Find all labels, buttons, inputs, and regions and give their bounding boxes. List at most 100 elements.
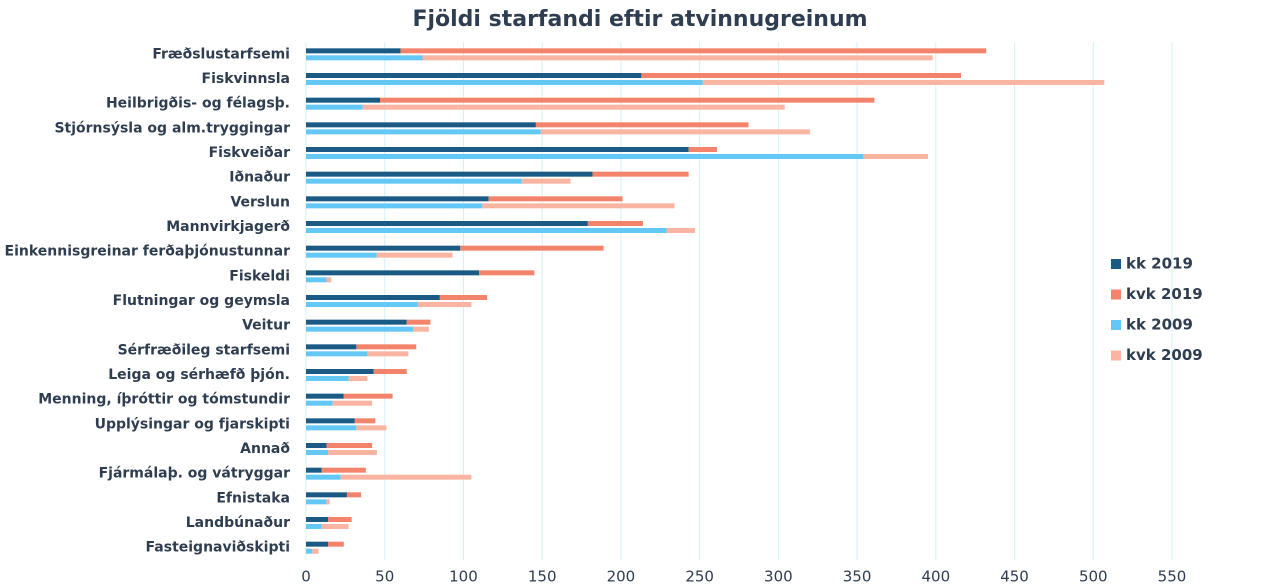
bar bbox=[422, 55, 933, 61]
bar bbox=[326, 499, 330, 505]
bar bbox=[306, 252, 377, 258]
bar bbox=[306, 524, 322, 529]
bar bbox=[306, 351, 368, 357]
bar bbox=[688, 147, 717, 152]
y-tick-label: Landbúnaður bbox=[186, 515, 290, 531]
x-tick-label: 200 bbox=[607, 568, 636, 585]
bar bbox=[306, 499, 327, 505]
y-tick-label: Fiskveiðar bbox=[209, 145, 290, 161]
bar bbox=[306, 196, 489, 202]
bar bbox=[306, 450, 329, 455]
y-tick-label: Stjórnsýsla og alm.tryggingar bbox=[54, 120, 290, 136]
y-tick-label: Menning, íþróttir og tómstundir bbox=[38, 392, 290, 408]
bar bbox=[641, 73, 962, 78]
bar bbox=[328, 517, 352, 522]
y-tick-label: Sérfræðileg starfsemi bbox=[118, 342, 290, 358]
bar bbox=[306, 302, 418, 307]
bar bbox=[306, 326, 414, 332]
y-tick-label: Einkennisgreinar ferðaþjónustunnar bbox=[5, 244, 291, 260]
bar bbox=[306, 277, 327, 283]
bar bbox=[321, 524, 349, 529]
bar bbox=[367, 351, 409, 357]
bar bbox=[306, 400, 333, 406]
legend-label: kvk 2009 bbox=[1126, 346, 1203, 364]
bar bbox=[362, 104, 785, 110]
bar bbox=[306, 228, 667, 233]
y-tick-label: Fiskvinnsla bbox=[202, 71, 290, 87]
bar bbox=[306, 203, 483, 209]
y-tick-label: Upplýsingar og fjarskipti bbox=[95, 416, 290, 432]
legend-swatch bbox=[1111, 289, 1121, 300]
bar bbox=[340, 474, 472, 480]
y-tick-label: Annað bbox=[240, 441, 290, 457]
y-tick-label: Fasteignaviðskipti bbox=[146, 540, 290, 556]
bar bbox=[863, 154, 928, 159]
x-tick-label: 300 bbox=[764, 568, 793, 585]
bar bbox=[479, 270, 535, 276]
x-tick-label: 250 bbox=[685, 568, 714, 585]
x-tick-label: 450 bbox=[1000, 568, 1029, 585]
bar bbox=[306, 178, 522, 184]
bar bbox=[306, 492, 347, 498]
bar bbox=[321, 467, 366, 473]
bar bbox=[306, 104, 363, 110]
bar bbox=[592, 171, 689, 177]
bar bbox=[312, 548, 319, 554]
bar bbox=[332, 400, 373, 406]
bar bbox=[376, 252, 453, 258]
bar bbox=[521, 178, 571, 184]
y-tick-label: Fjármálaþ. og vátryggar bbox=[99, 466, 291, 482]
bar bbox=[306, 295, 440, 300]
bar bbox=[406, 319, 431, 325]
y-tick-label: Flutningar og geymsla bbox=[113, 293, 290, 309]
legend-label: kvk 2019 bbox=[1126, 285, 1203, 303]
bar bbox=[306, 122, 536, 128]
bar bbox=[306, 55, 423, 61]
bar bbox=[306, 418, 355, 424]
bar bbox=[306, 270, 480, 276]
bar bbox=[306, 369, 374, 374]
x-tick-label: 350 bbox=[843, 568, 872, 585]
bar bbox=[356, 425, 387, 431]
x-tick-label: 150 bbox=[528, 568, 557, 585]
bar bbox=[306, 221, 588, 226]
bar bbox=[587, 221, 643, 226]
bar bbox=[439, 295, 488, 300]
legend-swatch bbox=[1111, 350, 1121, 361]
y-tick-label: Leiga og sérhæfð þjón. bbox=[108, 367, 290, 383]
bar bbox=[306, 344, 357, 350]
legend-swatch bbox=[1111, 259, 1121, 269]
bar bbox=[702, 80, 1105, 85]
legend-swatch bbox=[1111, 320, 1121, 330]
y-tick-label: Mannvirkjagerð bbox=[166, 219, 290, 235]
bar bbox=[488, 196, 623, 202]
x-tick-label: 100 bbox=[449, 568, 478, 585]
bar bbox=[306, 319, 407, 325]
bar bbox=[535, 122, 749, 128]
x-tick-label: 400 bbox=[921, 568, 950, 585]
y-tick-label: Iðnaður bbox=[229, 170, 290, 186]
bar bbox=[306, 443, 327, 448]
bar bbox=[417, 302, 472, 307]
bar bbox=[346, 492, 362, 498]
x-tick-label: 500 bbox=[1079, 568, 1108, 585]
bar bbox=[306, 474, 341, 480]
bar bbox=[306, 245, 461, 251]
bar bbox=[373, 369, 407, 374]
bar bbox=[460, 245, 604, 251]
bar bbox=[306, 171, 593, 177]
bar bbox=[306, 548, 313, 554]
bar bbox=[306, 129, 541, 135]
bar bbox=[328, 450, 377, 455]
x-tick-label: 50 bbox=[375, 568, 394, 585]
bar bbox=[306, 425, 357, 431]
bar bbox=[413, 326, 429, 332]
bar bbox=[540, 129, 810, 135]
y-tick-label: Efnistaka bbox=[216, 490, 290, 506]
x-tick-label: 0 bbox=[301, 568, 311, 585]
bar bbox=[400, 48, 987, 54]
y-tick-label: Fiskeldi bbox=[229, 268, 290, 284]
bar bbox=[354, 418, 376, 424]
y-tick-label: Verslun bbox=[230, 194, 290, 210]
bar bbox=[343, 393, 393, 399]
